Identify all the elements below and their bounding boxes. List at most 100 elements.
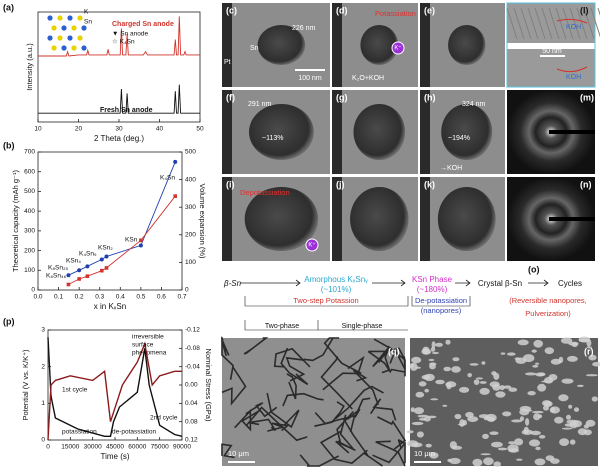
lattice	[527, 7, 539, 40]
x-tick-label: 0.2	[75, 294, 84, 301]
particle	[441, 104, 493, 160]
nanoflake	[462, 420, 468, 426]
label: ~113%	[262, 135, 283, 142]
nanoflake	[558, 394, 569, 402]
x-tick-label: 0	[46, 444, 50, 451]
label: Single-phase	[342, 323, 383, 330]
y-tick-label: 300	[24, 228, 35, 235]
y-tick-label: 0	[31, 287, 35, 294]
beam-stop	[549, 217, 595, 221]
crack	[352, 369, 379, 406]
nanoflake	[532, 410, 544, 414]
nanoflake	[430, 346, 436, 352]
x-tick-label: 0.3	[95, 294, 104, 301]
nanoflake	[411, 421, 424, 426]
nanoflake	[573, 407, 580, 412]
nanoflake	[480, 453, 491, 456]
atom	[67, 35, 73, 41]
annotation: ☆ K₄Sn	[112, 38, 135, 46]
frame	[506, 2, 596, 88]
pt-tip	[332, 3, 342, 87]
crack	[243, 337, 269, 355]
y2-tick-label: -0.04	[185, 363, 200, 370]
annotation: 1st cycle	[62, 387, 88, 394]
crack	[280, 347, 309, 386]
crack	[372, 338, 393, 368]
x-tick-label: 0.7	[177, 294, 186, 301]
nanoflake	[588, 354, 597, 361]
nanoflake	[481, 361, 486, 365]
y-tick-label: 1	[41, 400, 45, 407]
nanoflake	[519, 416, 525, 421]
arrow	[455, 279, 471, 287]
pt-tip	[222, 3, 232, 87]
nanoflake	[425, 443, 432, 448]
label: (j)	[336, 179, 345, 189]
y-axis-label: Theoretical capacity (mAh g⁻¹)	[11, 170, 20, 272]
nanoflake	[435, 379, 445, 385]
lattice	[513, 7, 525, 40]
y-tick-label: 0	[41, 437, 45, 444]
series-line	[47, 337, 183, 437]
crack	[334, 385, 384, 420]
crack	[319, 430, 368, 464]
point	[104, 266, 109, 270]
nanoflake	[524, 409, 533, 412]
nanoflake	[445, 381, 457, 388]
nanoflake	[411, 442, 423, 448]
nanoflake	[517, 339, 529, 346]
nanoflake	[459, 386, 470, 393]
crack	[369, 347, 406, 377]
y2-axis-label: Nominal Stress (GPa)	[204, 349, 213, 422]
crack	[372, 441, 406, 464]
nanoflake	[431, 351, 440, 355]
nanoflake	[415, 391, 425, 398]
y2-tick-label: -0.12	[185, 327, 200, 334]
point	[173, 159, 178, 164]
y-tick-label: 100	[24, 267, 35, 274]
arrow	[372, 279, 406, 287]
nanoflake	[413, 407, 424, 415]
arrow	[240, 279, 301, 287]
nanoflake	[533, 413, 541, 421]
y2-tick-label: 300	[185, 204, 196, 211]
annotation: Sn	[84, 19, 92, 26]
label: K⁺	[308, 242, 315, 249]
nanoflake	[411, 356, 422, 364]
crack	[266, 392, 300, 429]
nanoflake	[535, 446, 541, 451]
x-tick-label: 90000	[173, 444, 191, 451]
x-tick-label: 75000	[151, 444, 169, 451]
crack	[221, 367, 247, 406]
nanoflake	[479, 387, 490, 395]
label: Pulverization)	[525, 309, 571, 318]
crack	[282, 392, 324, 407]
particle	[257, 25, 306, 65]
label: (d)	[336, 5, 348, 15]
annotation: potassiation	[62, 429, 97, 436]
x-tick-label: 0.5	[136, 294, 145, 301]
nanoflake	[491, 371, 497, 376]
annotation: KSn₂	[98, 245, 113, 252]
nanoflake	[465, 411, 474, 418]
atom	[57, 35, 63, 41]
lattice	[590, 7, 600, 38]
annotation: K₄Sn	[160, 175, 175, 182]
crack	[245, 402, 278, 418]
x-tick-label: 45000	[106, 444, 124, 451]
nanoflake	[449, 441, 457, 450]
pt-tip	[222, 90, 232, 174]
lattice	[562, 7, 574, 40]
x-tick-label: 40	[156, 126, 164, 133]
label: 324 nm	[462, 101, 486, 108]
nanoflake	[410, 407, 415, 413]
y-tick-label: 700	[24, 149, 35, 156]
nanoflake	[442, 404, 448, 407]
label: 10 μm	[414, 449, 435, 458]
arrow	[528, 279, 549, 287]
pt-tip	[332, 177, 342, 261]
koh-edge	[556, 18, 588, 73]
series-line	[38, 16, 200, 57]
crack	[286, 373, 297, 400]
label: ~194%	[448, 135, 470, 142]
